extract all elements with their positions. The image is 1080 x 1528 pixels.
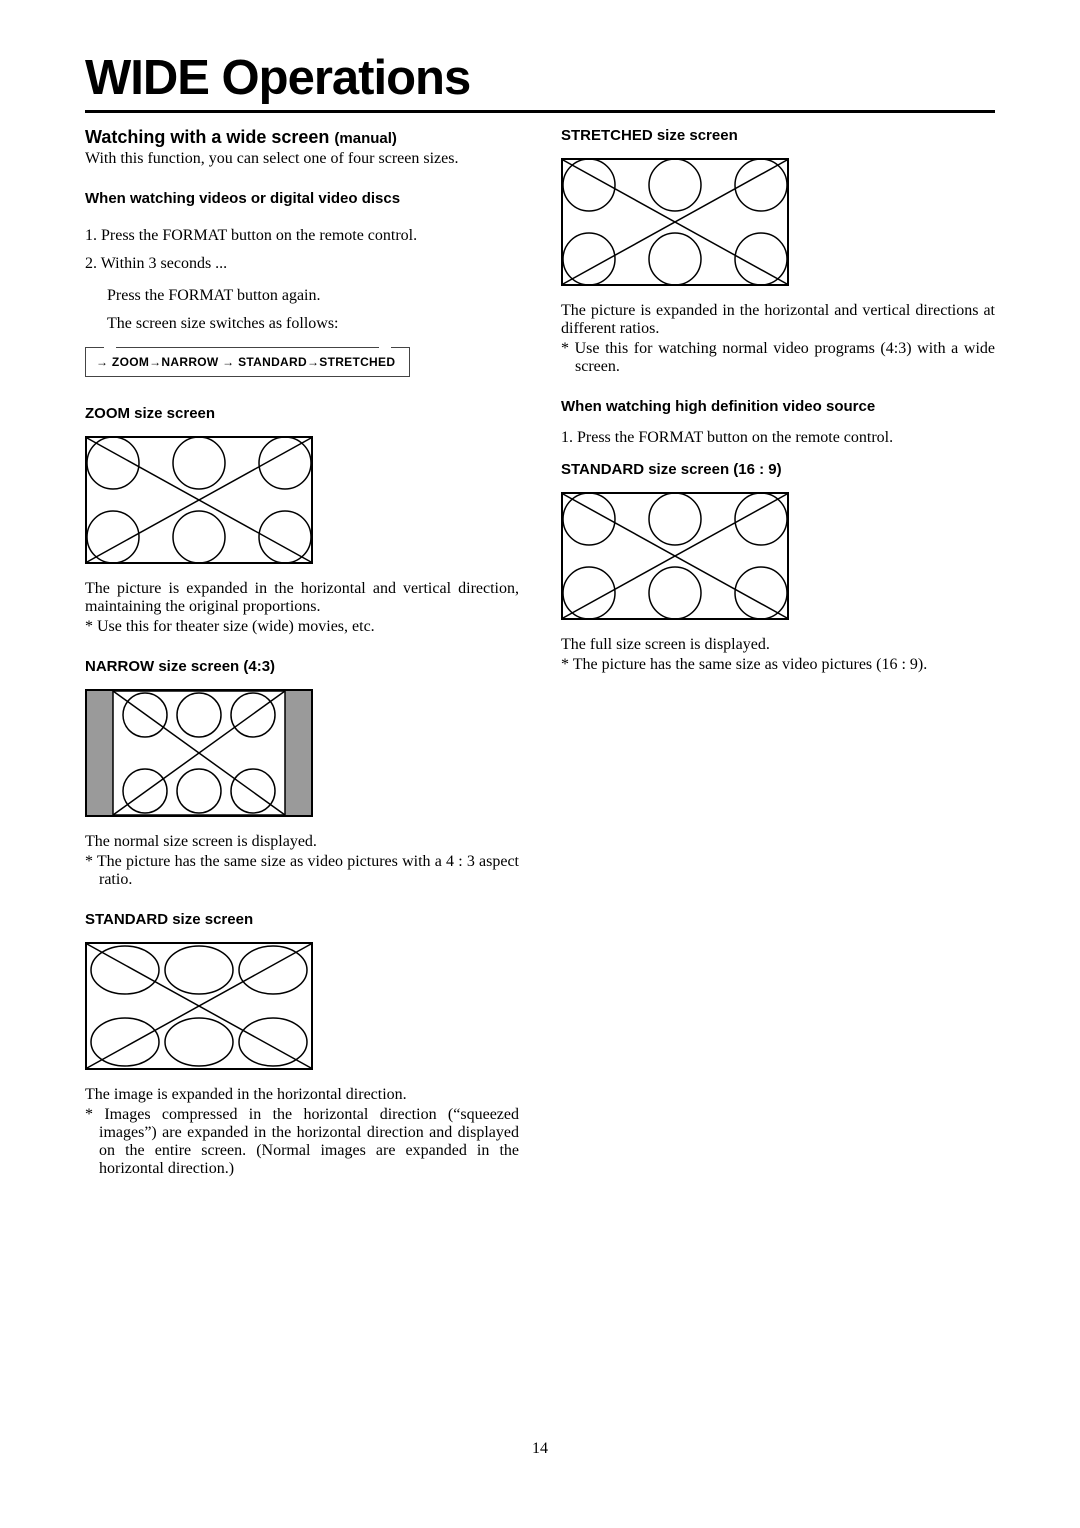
page-number: 14	[85, 1440, 995, 1458]
sub-heading-hd: When watching high definition video sour…	[561, 398, 995, 415]
standard-note: * Images compressed in the horizontal di…	[85, 1106, 519, 1178]
section-heading-main: Watching with a wide screen	[85, 127, 329, 147]
intro-text: With this function, you can select one o…	[85, 150, 519, 168]
stretched-note: * Use this for watching normal video pro…	[561, 340, 995, 376]
title-rule	[85, 110, 995, 113]
step-2: 2. Within 3 seconds ...	[85, 255, 519, 273]
zoom-diagram	[85, 436, 519, 564]
zoom-text: The picture is expanded in the horizonta…	[85, 580, 519, 616]
step-2b: The screen size switches as follows:	[85, 315, 519, 333]
standard-text: The image is expanded in the horizontal …	[85, 1086, 519, 1104]
narrow-text: The normal size screen is displayed.	[85, 833, 519, 851]
step-2a: Press the FORMAT button again.	[85, 287, 519, 305]
section-heading-paren: (manual)	[334, 130, 397, 147]
cycle-box: → ZOOM→NARROW → STANDARD→STRETCHED	[85, 347, 410, 377]
step-1: 1. Press the FORMAT button on the remote…	[85, 227, 519, 245]
zoom-heading: ZOOM size screen	[85, 405, 519, 422]
zoom-note: * Use this for theater size (wide) movie…	[85, 618, 519, 636]
narrow-diagram	[85, 689, 519, 817]
narrow-heading: NARROW size screen (4:3)	[85, 658, 519, 675]
standard-heading: STANDARD size screen	[85, 911, 519, 928]
stretched-diagram	[561, 158, 995, 286]
hd-step-1: 1. Press the FORMAT button on the remote…	[561, 429, 995, 447]
steps-list-1: 1. Press the FORMAT button on the remote…	[85, 227, 519, 273]
standard169-heading: STANDARD size screen (16 : 9)	[561, 461, 995, 478]
standard-diagram	[85, 942, 519, 1070]
stretched-text: The picture is expanded in the horizonta…	[561, 302, 995, 338]
standard169-note: * The picture has the same size as video…	[561, 656, 995, 674]
standard169-text: The full size screen is displayed.	[561, 636, 995, 654]
sub-heading-videos: When watching videos or digital video di…	[85, 190, 519, 207]
steps-list-2: 1. Press the FORMAT button on the remote…	[561, 429, 995, 447]
page-title: WIDE Operations	[85, 50, 995, 106]
left-column: Watching with a wide screen (manual) Wit…	[85, 127, 519, 1190]
standard169-diagram	[561, 492, 995, 620]
narrow-note: * The picture has the same size as video…	[85, 853, 519, 889]
right-column: STRETCHED size screen The picture is exp…	[561, 127, 995, 1190]
two-column-layout: Watching with a wide screen (manual) Wit…	[85, 127, 995, 1190]
section-heading: Watching with a wide screen (manual)	[85, 127, 519, 148]
stretched-heading: STRETCHED size screen	[561, 127, 995, 144]
